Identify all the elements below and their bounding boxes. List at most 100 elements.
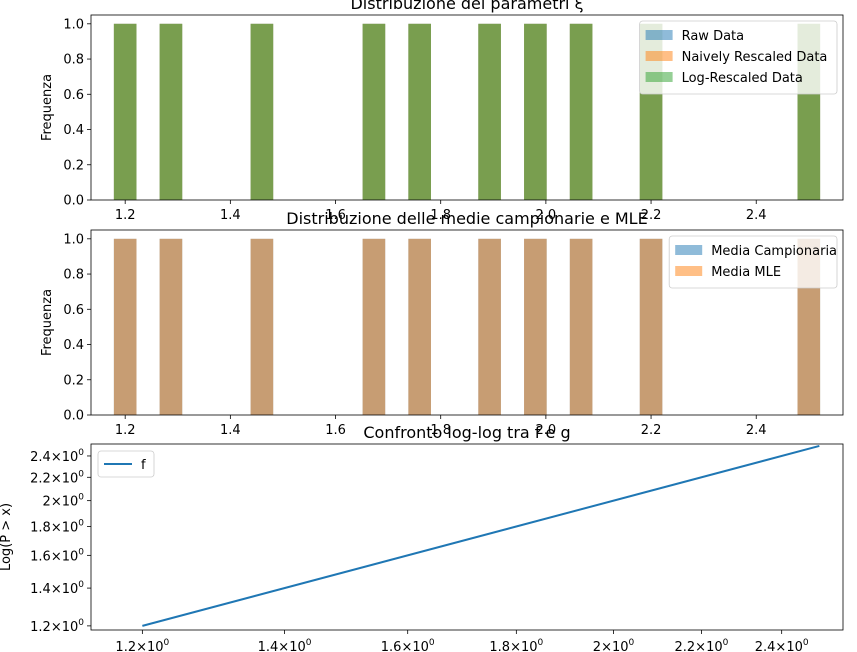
axes-frame-0 xyxy=(90,14,844,201)
x-tick-times: ×10 xyxy=(278,640,305,652)
x-tick-label: 1.2 xyxy=(115,208,136,223)
chart-title: Distribuzione dei parametri ξ xyxy=(350,0,583,13)
x-tick-times: ×10 xyxy=(775,640,802,652)
y-tick-mantissa: 1.2 xyxy=(30,620,51,635)
y-tick-mantissa: 2.4 xyxy=(30,450,51,465)
x-tick-exponent: 0 xyxy=(803,638,809,648)
y-tick-mantissa: 1.4 xyxy=(30,582,51,597)
y-axis-label: Frequenza xyxy=(40,74,55,141)
y-axis-label: Frequenza xyxy=(40,289,55,356)
y-tick-times: ×10 xyxy=(51,582,78,597)
y-tick-label: 0.4 xyxy=(63,338,84,353)
x-tick-label: 2.4×100 xyxy=(755,638,809,652)
legend-swatch xyxy=(645,51,673,61)
y-tick-times: ×10 xyxy=(51,450,78,465)
y-tick-label: 2.4×100 xyxy=(30,448,84,465)
y-tick-label: 0.6 xyxy=(63,303,84,318)
y-tick-exponent: 0 xyxy=(78,518,84,528)
x-tick-mantissa: 2.4 xyxy=(755,640,776,652)
legend-label: Naively Rescaled Data xyxy=(682,50,828,65)
x-tick-label: 1.8 xyxy=(430,423,451,438)
bar-media-mle-7 xyxy=(569,238,593,415)
y-tick-label: 1.6×100 xyxy=(30,547,84,564)
y-tick-mantissa: 2 xyxy=(43,495,51,510)
y-tick-label: 1.0 xyxy=(63,17,84,32)
histogram-panel-0 xyxy=(87,14,844,204)
legend-label: f xyxy=(141,458,146,473)
x-tick-label: 1.6×100 xyxy=(381,638,435,652)
y-tick-exponent: 0 xyxy=(78,448,84,458)
bar-media-mle-6 xyxy=(524,238,547,415)
x-tick-times: ×10 xyxy=(510,640,537,652)
x-tick-label: 1.2 xyxy=(115,423,136,438)
legend-label: Media MLE xyxy=(711,265,781,280)
y-tick-times: ×10 xyxy=(51,471,78,486)
y-tick-label: 0.8 xyxy=(63,53,84,68)
y-tick-label: 0.0 xyxy=(63,194,84,209)
axes-frame-2 xyxy=(90,443,844,631)
x-tick-exponent: 0 xyxy=(538,638,544,648)
x-tick-label: 2.0 xyxy=(536,423,557,438)
x-tick-label: 2.0 xyxy=(536,208,557,223)
bar-media-mle-5 xyxy=(478,238,501,415)
x-tick-label: 2.4 xyxy=(746,208,767,223)
y-tick-label: 0.2 xyxy=(63,158,84,173)
x-tick-mantissa: 1.6 xyxy=(381,640,402,652)
x-tick-label: 2×100 xyxy=(593,638,635,652)
bar-log-rescaled-data-0 xyxy=(113,23,137,201)
legend-label: Media Campionaria xyxy=(711,244,837,259)
x-tick-mantissa: 2 xyxy=(593,640,601,652)
x-tick-label: 1.6 xyxy=(325,208,346,223)
y-tick-times: ×10 xyxy=(51,495,78,510)
x-tick-label: 1.4 xyxy=(220,208,241,223)
x-tick-label: 2.2 xyxy=(641,423,662,438)
chart-title: Confronto log-log tra f e g xyxy=(363,423,570,442)
x-tick-mantissa: 1.2 xyxy=(115,640,136,652)
x-tick-label: 1.8 xyxy=(430,208,451,223)
bar-log-rescaled-data-4 xyxy=(408,23,431,201)
bar-media-mle-1 xyxy=(159,238,183,415)
x-tick-times: ×10 xyxy=(695,640,722,652)
bar-log-rescaled-data-6 xyxy=(524,23,547,201)
y-tick-label: 1.8×100 xyxy=(30,518,84,535)
y-tick-times: ×10 xyxy=(51,620,78,635)
bar-media-mle-3 xyxy=(362,238,386,415)
y-tick-label: 0.8 xyxy=(63,268,84,283)
legend-box xyxy=(639,20,838,95)
bar-log-rescaled-data-1 xyxy=(159,23,183,201)
bar-log-rescaled-data-7 xyxy=(569,23,593,201)
y-tick-label: 0.0 xyxy=(63,409,84,424)
bar-log-rescaled-data-3 xyxy=(362,23,386,201)
y-axis-label: Log(P > x) xyxy=(0,503,14,571)
y-tick-exponent: 0 xyxy=(78,547,84,557)
x-tick-label: 1.6 xyxy=(325,423,346,438)
legend-swatch xyxy=(645,30,673,40)
x-tick-label: 1.8×100 xyxy=(489,638,543,652)
x-tick-label: 1.4×100 xyxy=(258,638,312,652)
x-tick-exponent: 0 xyxy=(629,638,635,648)
bar-media-mle-4 xyxy=(408,238,431,415)
loglog-panel: 1.2×100 1.4×100 1.6×100 1.8×100 2×100 2.2×100… xyxy=(30,443,844,652)
y-tick-exponent: 0 xyxy=(78,618,84,628)
y-tick-label: 1.4×100 xyxy=(30,580,84,597)
y-tick-exponent: 0 xyxy=(78,580,84,590)
x-tick-exponent: 0 xyxy=(723,638,729,648)
x-tick-label: 1.2×100 xyxy=(115,638,169,652)
y-tick-times: ×10 xyxy=(51,520,78,535)
bar-log-rescaled-data-5 xyxy=(478,23,501,201)
y-tick-label: 0.4 xyxy=(63,123,84,138)
x-tick-times: ×10 xyxy=(401,640,428,652)
y-tick-label: 2×100 xyxy=(43,493,85,510)
legend-swatch xyxy=(675,266,703,276)
legend-swatch xyxy=(675,245,703,255)
x-tick-mantissa: 2.2 xyxy=(674,640,695,652)
x-tick-exponent: 0 xyxy=(429,638,435,648)
x-tick-label: 2.2 xyxy=(641,208,662,223)
y-tick-label: 0.2 xyxy=(63,373,84,388)
series-line-f xyxy=(142,444,820,627)
legend-box xyxy=(668,235,838,289)
x-tick-times: ×10 xyxy=(136,640,163,652)
x-tick-exponent: 0 xyxy=(164,638,170,648)
legend-swatch xyxy=(645,72,673,82)
